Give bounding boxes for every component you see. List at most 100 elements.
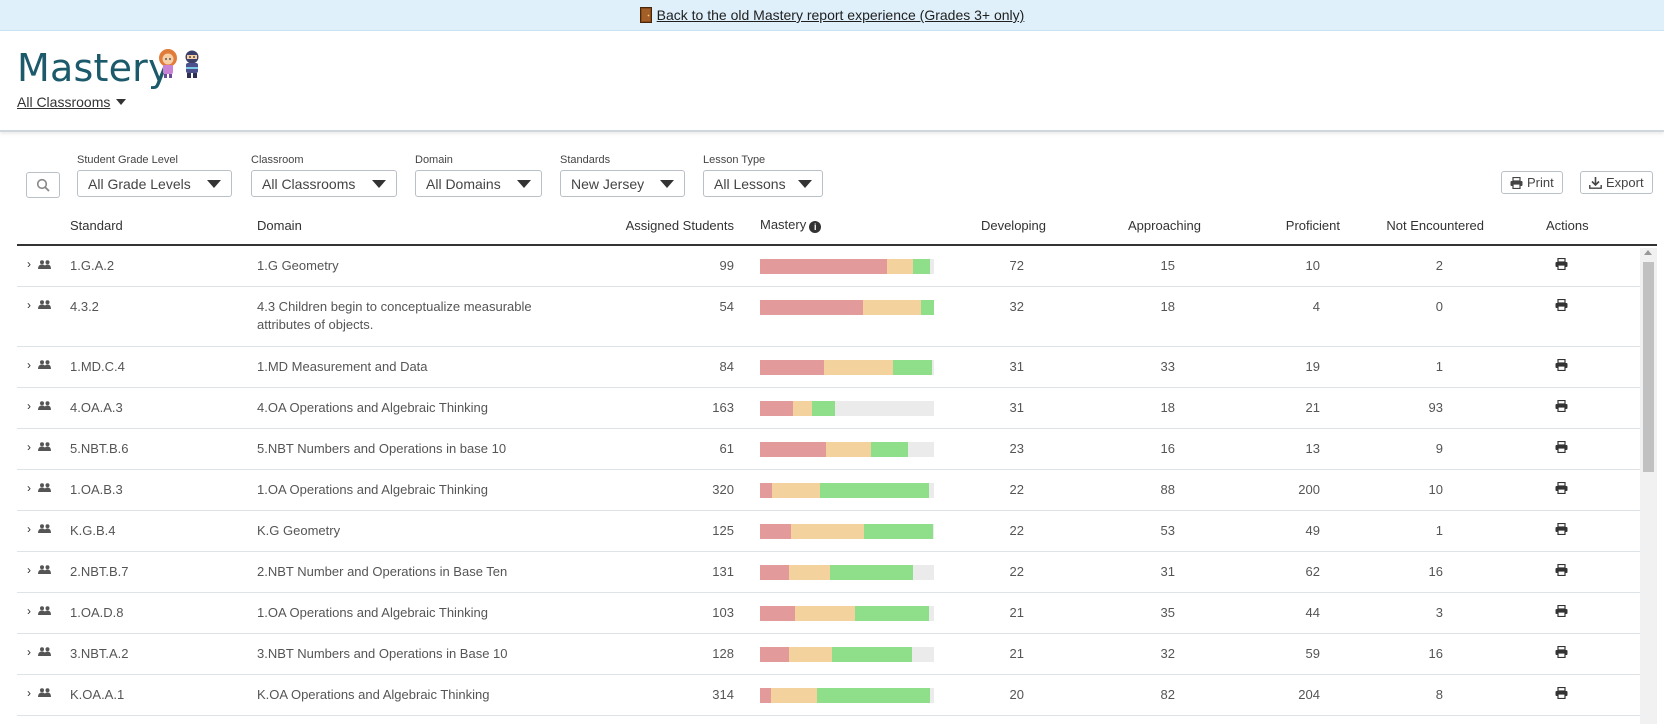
domain-label: Domain bbox=[415, 154, 453, 166]
domain-value: All Domains bbox=[426, 175, 501, 192]
chevron-down-icon bbox=[207, 179, 221, 188]
cell-proficient: 200 bbox=[1223, 469, 1354, 511]
printer-icon[interactable] bbox=[1555, 481, 1568, 494]
cell-domain: K.OA Operations and Algebraic Thinking bbox=[257, 674, 607, 716]
domain-select[interactable]: All Domains bbox=[415, 170, 542, 197]
printer-icon[interactable] bbox=[1555, 522, 1568, 535]
mastery-bar bbox=[760, 359, 934, 375]
door-icon bbox=[639, 7, 652, 23]
legacy-report-link-text: Back to the old Mastery report experienc… bbox=[656, 7, 1025, 23]
cell-not-encountered: 1 bbox=[1354, 510, 1503, 552]
table-row: › 3.NBT.A.2 3.NBT Numbers and Operations i… bbox=[17, 633, 1657, 675]
printer-icon[interactable] bbox=[1555, 399, 1568, 412]
legacy-report-link[interactable]: Back to the old Mastery report experienc… bbox=[639, 7, 1025, 23]
chevron-right-icon: › bbox=[27, 562, 31, 577]
mastery-bar-approaching bbox=[771, 687, 817, 703]
vertical-scrollbar[interactable] bbox=[1640, 248, 1657, 724]
expand-row-button[interactable]: › bbox=[17, 299, 70, 311]
cell-domain: 5.NBT Numbers and Operations in base 10 bbox=[257, 428, 607, 470]
column-header-proficient[interactable]: Proficient bbox=[1223, 206, 1354, 246]
search-button[interactable] bbox=[26, 172, 60, 198]
cell-approaching: 31 bbox=[1064, 551, 1223, 593]
cell-standard: K.G.B.4 bbox=[70, 510, 257, 552]
cell-approaching: 88 bbox=[1064, 469, 1223, 511]
classroom-select[interactable]: All Classrooms bbox=[251, 170, 397, 197]
column-header-domain[interactable]: Domain bbox=[257, 206, 607, 246]
mastery-bar-proficient bbox=[830, 564, 913, 580]
standards-select[interactable]: New Jersey bbox=[560, 170, 685, 197]
expand-row-button[interactable]: › bbox=[17, 359, 70, 371]
classroom-label: Classroom bbox=[251, 154, 304, 166]
expand-row-button[interactable]: › bbox=[17, 605, 70, 617]
printer-icon[interactable] bbox=[1555, 440, 1568, 453]
mastery-bar bbox=[760, 400, 934, 416]
cell-not-encountered: 10 bbox=[1354, 469, 1503, 511]
students-icon bbox=[38, 606, 51, 615]
cell-proficient: 13 bbox=[1223, 428, 1354, 470]
expand-row-button[interactable]: › bbox=[17, 687, 70, 699]
column-header-not-encountered[interactable]: Not Encountered bbox=[1354, 206, 1503, 246]
expand-row-button[interactable]: › bbox=[17, 646, 70, 658]
mastery-bar-proficient bbox=[812, 400, 835, 416]
print-button[interactable]: Print bbox=[1501, 171, 1563, 194]
mastery-bar-proficient bbox=[864, 523, 933, 539]
table-row: › K.G.B.4 K.G Geometry 125 22 53 49 1 bbox=[17, 510, 1657, 552]
print-label: Print bbox=[1527, 175, 1554, 190]
cell-not-encountered: 9 bbox=[1354, 428, 1503, 470]
scrollbar-thumb[interactable] bbox=[1643, 262, 1654, 472]
cell-standard: K.OA.A.1 bbox=[70, 674, 257, 716]
mastery-bar-proficient bbox=[921, 299, 934, 315]
column-header-standard[interactable]: Standard bbox=[70, 206, 257, 246]
cell-proficient: 49 bbox=[1223, 510, 1354, 552]
chevron-right-icon: › bbox=[27, 357, 31, 372]
cell-not-encountered: 8 bbox=[1354, 674, 1503, 716]
students-icon bbox=[38, 401, 51, 410]
cell-proficient: 62 bbox=[1223, 551, 1354, 593]
expand-row-button[interactable]: › bbox=[17, 523, 70, 535]
printer-icon[interactable] bbox=[1555, 645, 1568, 658]
cell-standard: 1.G.A.2 bbox=[70, 245, 257, 287]
expand-row-button[interactable]: › bbox=[17, 564, 70, 576]
cell-mastery bbox=[760, 286, 934, 347]
page-header: Mastery All Classrooms bbox=[0, 31, 1664, 132]
column-header-assigned[interactable]: Assigned Students bbox=[607, 206, 734, 246]
cell-mastery bbox=[760, 245, 934, 287]
column-header-mastery[interactable]: Mastery i bbox=[760, 206, 934, 246]
expand-row-button[interactable]: › bbox=[17, 400, 70, 412]
expand-row-button[interactable]: › bbox=[17, 482, 70, 494]
mastery-bar-developing bbox=[760, 523, 791, 539]
cell-domain: K.G Geometry bbox=[257, 510, 607, 552]
filter-bar: Student Grade Level All Grade Levels Cla… bbox=[0, 150, 1664, 210]
lesson-type-select[interactable]: All Lessons bbox=[703, 170, 823, 197]
printer-icon[interactable] bbox=[1555, 604, 1568, 617]
printer-icon[interactable] bbox=[1555, 298, 1568, 311]
classroom-selector[interactable]: All Classrooms bbox=[17, 94, 127, 110]
cell-not-encountered: 3 bbox=[1354, 592, 1503, 634]
mastery-bar-approaching bbox=[790, 523, 865, 539]
printer-icon bbox=[1510, 176, 1523, 189]
grade-level-select[interactable]: All Grade Levels bbox=[77, 170, 232, 197]
lesson-type-filter: Lesson Type All Lessons bbox=[703, 154, 823, 197]
expand-row-button[interactable]: › bbox=[17, 258, 70, 270]
column-header-developing[interactable]: Developing bbox=[934, 206, 1064, 246]
printer-icon[interactable] bbox=[1555, 358, 1568, 371]
info-icon[interactable]: i bbox=[809, 221, 822, 233]
cell-actions bbox=[1503, 510, 1653, 552]
mastery-bar-proficient bbox=[912, 259, 931, 274]
domain-filter: Domain All Domains bbox=[415, 154, 542, 197]
students-icon bbox=[38, 360, 51, 369]
export-button[interactable]: Export bbox=[1580, 171, 1653, 194]
expand-row-button[interactable]: › bbox=[17, 441, 70, 453]
printer-icon[interactable] bbox=[1555, 686, 1568, 699]
cell-domain: 1.OA Operations and Algebraic Thinking bbox=[257, 592, 607, 634]
printer-icon[interactable] bbox=[1555, 563, 1568, 576]
scroll-up-arrow-icon[interactable] bbox=[1644, 250, 1652, 255]
column-header-approaching[interactable]: Approaching bbox=[1064, 206, 1223, 246]
grade-level-filter: Student Grade Level All Grade Levels bbox=[77, 154, 232, 197]
cell-assigned: 103 bbox=[607, 592, 734, 634]
cell-mastery bbox=[760, 592, 934, 634]
table-row: › 4.OA.A.3 4.OA Operations and Algebraic T… bbox=[17, 387, 1657, 429]
cell-actions bbox=[1503, 346, 1653, 388]
cell-developing: 31 bbox=[934, 346, 1064, 388]
printer-icon[interactable] bbox=[1555, 258, 1568, 270]
